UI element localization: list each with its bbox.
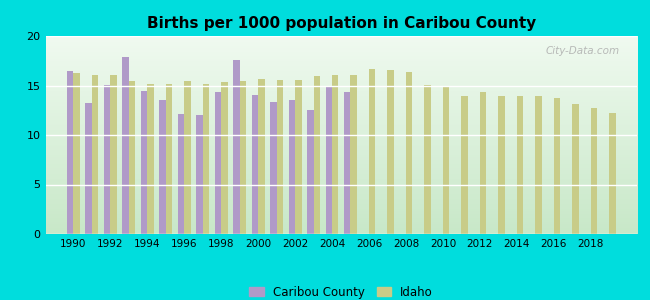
Bar (92, 75, 98, 234)
Bar (443, 88, 449, 234)
Bar (295, 80, 302, 234)
Bar (609, 113, 616, 234)
Bar (73, 73, 80, 234)
Bar (517, 96, 523, 234)
Bar (196, 115, 203, 234)
Bar (499, 96, 505, 234)
Legend: Caribou County, Idaho: Caribou County, Idaho (244, 281, 438, 300)
Bar (177, 114, 184, 234)
Bar (424, 85, 431, 234)
Bar (536, 96, 542, 234)
Bar (350, 75, 357, 234)
Bar (406, 72, 412, 234)
Bar (122, 57, 129, 234)
Bar (252, 95, 258, 234)
Bar (276, 80, 283, 234)
Bar (572, 104, 578, 234)
Bar (462, 96, 468, 234)
Bar (147, 83, 153, 234)
Text: City-Data.com: City-Data.com (545, 46, 619, 56)
Bar (67, 71, 73, 234)
Bar (111, 75, 116, 234)
Bar (480, 92, 486, 234)
Bar (387, 70, 394, 234)
Bar (591, 108, 597, 234)
Bar (369, 69, 376, 234)
Bar (307, 110, 313, 234)
Bar (233, 60, 240, 234)
Bar (85, 103, 92, 234)
Bar (203, 83, 209, 234)
Bar (554, 98, 560, 234)
Bar (270, 102, 276, 234)
Title: Births per 1000 population in Caribou County: Births per 1000 population in Caribou Co… (147, 16, 536, 31)
Bar (344, 92, 350, 234)
Bar (332, 75, 339, 234)
Bar (240, 80, 246, 234)
Bar (184, 80, 190, 234)
Bar (258, 79, 265, 234)
Bar (326, 86, 332, 234)
Bar (289, 100, 295, 234)
Bar (104, 85, 110, 234)
Bar (313, 76, 320, 234)
Bar (129, 80, 135, 234)
Bar (214, 92, 221, 234)
Bar (140, 92, 147, 234)
Bar (159, 100, 166, 234)
Bar (166, 83, 172, 234)
Bar (221, 82, 228, 234)
